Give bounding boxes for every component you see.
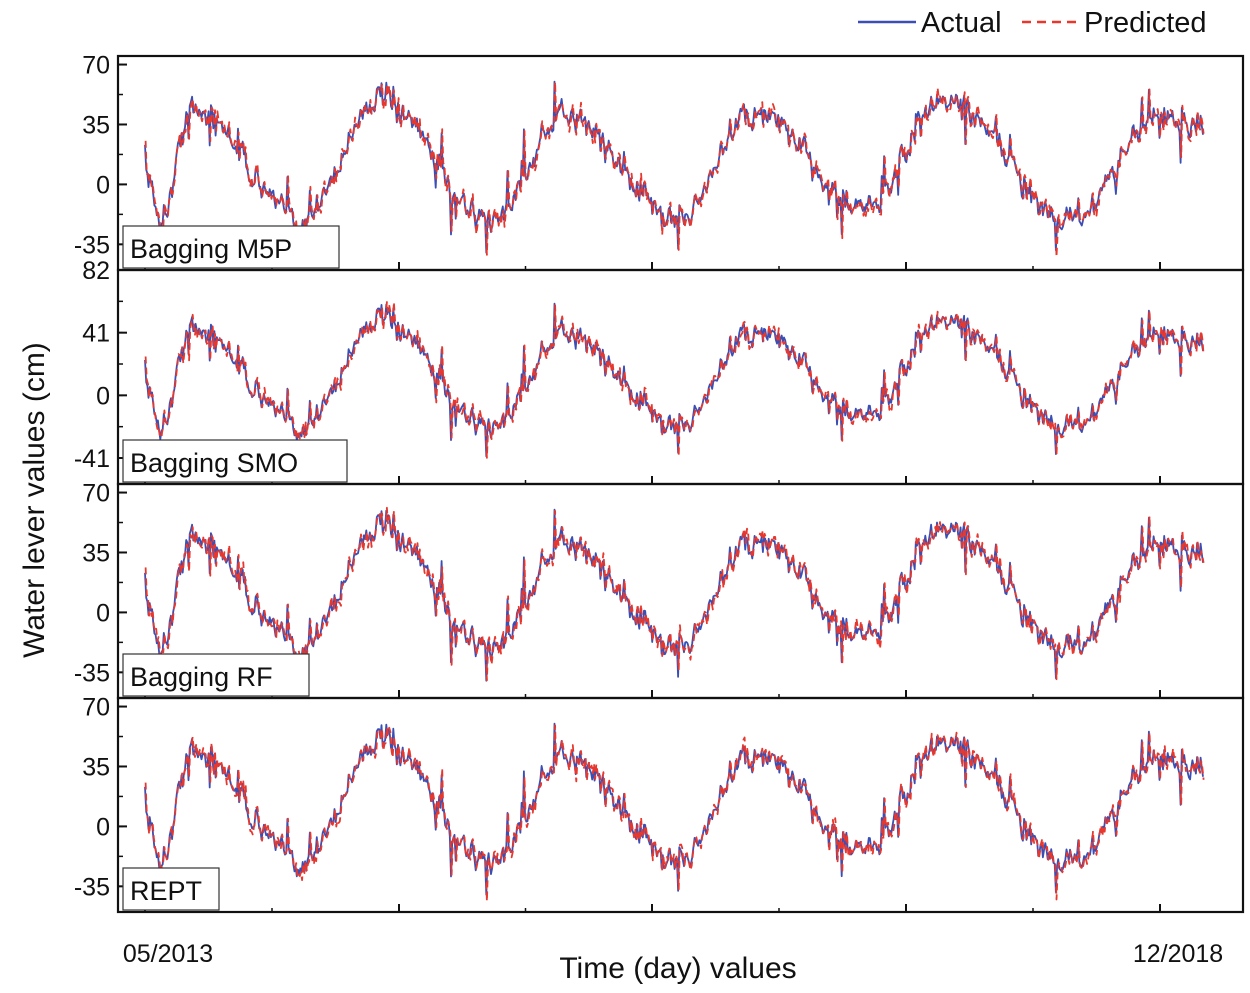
panel-2: -41 0 41 82 Bagging SMO bbox=[74, 257, 1245, 486]
y-tick-label: 35 bbox=[82, 753, 110, 781]
series-actual-line bbox=[144, 302, 1204, 458]
panel-frame bbox=[116, 696, 1245, 914]
y-tick-label: -35 bbox=[74, 659, 110, 687]
legend: Actual Predicted bbox=[858, 7, 1207, 39]
series-predicted-line bbox=[144, 81, 1205, 258]
y-axis-title: Water lever values (cm) bbox=[18, 342, 51, 658]
series-predicted-line bbox=[144, 506, 1205, 682]
y-tick-label: 0 bbox=[96, 171, 110, 199]
x-tick-label-start: 05/2013 bbox=[123, 940, 213, 968]
panel-label-box bbox=[122, 225, 340, 269]
panel-1: -35 0 35 70 Bagging M5P bbox=[74, 52, 1245, 272]
y-tick-label: 35 bbox=[82, 111, 110, 139]
panel-label-box bbox=[122, 653, 310, 697]
y-tick-label: 41 bbox=[82, 320, 110, 348]
panel-4: -35 0 35 70 REPT bbox=[74, 694, 1245, 914]
y-tick-label: -35 bbox=[74, 873, 110, 901]
legend-actual-label: Actual bbox=[921, 7, 1002, 39]
panel-label: Bagging SMO bbox=[130, 448, 298, 478]
y-tick-label: 82 bbox=[82, 257, 110, 285]
panel-label-box bbox=[122, 439, 348, 483]
y-tick-label: 70 bbox=[82, 52, 110, 80]
series-predicted-line bbox=[144, 724, 1205, 903]
y-tick-label: 0 bbox=[96, 382, 110, 410]
panel-3: -35 0 35 70 Bagging RF bbox=[74, 480, 1245, 700]
y-tick-label: -41 bbox=[74, 445, 110, 473]
x-tick-label-end: 12/2018 bbox=[1133, 940, 1223, 968]
y-tick-label: 0 bbox=[96, 813, 110, 841]
panel-label: Bagging M5P bbox=[130, 234, 292, 264]
legend-predicted-label: Predicted bbox=[1084, 7, 1207, 39]
y-tick-label: -35 bbox=[74, 231, 110, 259]
series-predicted-line bbox=[144, 301, 1205, 459]
x-axis-title: Time (day) values bbox=[559, 952, 796, 985]
panel-label: Bagging RF bbox=[130, 662, 273, 692]
y-tick-label: 70 bbox=[82, 694, 110, 722]
y-tick-label: 35 bbox=[82, 539, 110, 567]
y-tick-label: 0 bbox=[96, 599, 110, 627]
y-tick-label: 70 bbox=[82, 480, 110, 508]
panel-label-box bbox=[122, 867, 220, 911]
panel-label: REPT bbox=[130, 876, 202, 906]
